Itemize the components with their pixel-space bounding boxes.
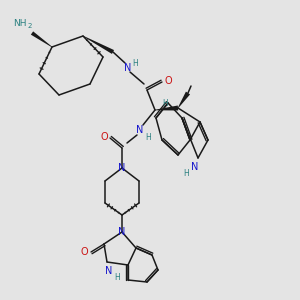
Text: H: H bbox=[114, 274, 120, 283]
Text: N: N bbox=[136, 125, 144, 135]
Text: O: O bbox=[164, 76, 172, 86]
Polygon shape bbox=[83, 36, 114, 54]
Text: O: O bbox=[100, 132, 108, 142]
Text: 2: 2 bbox=[28, 23, 32, 29]
Text: H: H bbox=[162, 100, 168, 109]
Text: N: N bbox=[118, 163, 126, 173]
Text: O: O bbox=[80, 247, 88, 257]
Text: N: N bbox=[124, 63, 132, 73]
Polygon shape bbox=[155, 106, 178, 110]
Polygon shape bbox=[31, 32, 52, 47]
Text: N: N bbox=[118, 227, 126, 237]
Text: N: N bbox=[105, 266, 113, 276]
Text: N: N bbox=[191, 162, 199, 172]
Text: H: H bbox=[183, 169, 189, 178]
Text: NH: NH bbox=[13, 20, 27, 28]
Text: H: H bbox=[145, 133, 151, 142]
Polygon shape bbox=[178, 92, 190, 108]
Text: H: H bbox=[132, 58, 138, 68]
